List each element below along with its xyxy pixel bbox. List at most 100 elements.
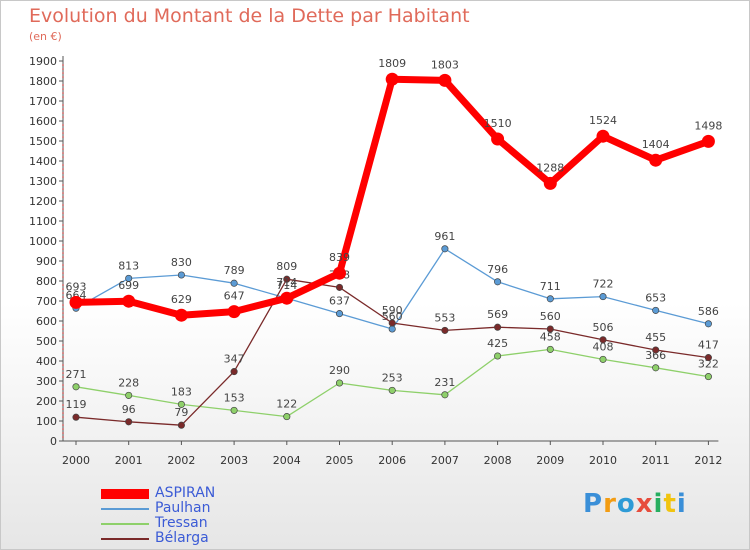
data-point-tressan xyxy=(230,406,238,414)
y-minor-tick xyxy=(62,312,64,314)
x-tick-label: 2000 xyxy=(62,454,90,467)
y-minor-tick xyxy=(62,356,64,358)
y-minor-tick xyxy=(62,192,64,194)
data-point-paulhan xyxy=(177,271,185,279)
data-point-paulhan xyxy=(125,274,133,282)
y-minor-tick xyxy=(62,128,64,130)
data-label-tressan: 425 xyxy=(487,337,508,350)
data-label-aspiran: 1404 xyxy=(642,138,670,151)
data-point-belarga xyxy=(125,418,133,426)
y-minor-tick xyxy=(62,184,64,186)
proxiti-logo: Proxiti xyxy=(583,489,687,519)
y-minor-tick xyxy=(62,352,64,354)
data-label-belarga: 119 xyxy=(66,398,87,411)
legend-label: ASPIRAN xyxy=(155,485,216,501)
x-tick-label: 2012 xyxy=(694,454,722,467)
data-label-aspiran: 693 xyxy=(66,280,87,293)
y-minor-tick xyxy=(62,68,64,70)
data-label-belarga: 553 xyxy=(434,311,455,324)
data-label-belarga: 455 xyxy=(645,331,666,344)
y-minor-tick xyxy=(62,372,64,374)
data-label-tressan: 271 xyxy=(66,368,87,381)
y-tick-label: 0 xyxy=(50,435,57,448)
legend-item-belarga: Bélarga xyxy=(101,531,215,546)
y-minor-tick xyxy=(62,392,64,394)
y-tick-label: 1500 xyxy=(29,135,57,148)
y-tick-label: 600 xyxy=(36,315,57,328)
x-tick-label: 2001 xyxy=(115,454,143,467)
data-label-paulhan: 830 xyxy=(171,256,192,269)
data-point-belarga xyxy=(494,323,502,331)
data-label-belarga: 347 xyxy=(224,353,245,366)
data-point-aspiran xyxy=(491,132,505,146)
y-minor-tick xyxy=(62,428,64,430)
data-point-belarga xyxy=(388,319,396,327)
y-minor-tick xyxy=(62,224,64,226)
data-label-aspiran: 629 xyxy=(171,293,192,306)
y-minor-tick xyxy=(62,168,64,170)
legend-item-aspiran: ASPIRAN xyxy=(101,486,215,501)
data-label-tressan: 253 xyxy=(382,371,403,384)
data-point-belarga xyxy=(652,346,660,354)
data-label-aspiran: 1498 xyxy=(694,119,722,132)
data-label-paulhan: 961 xyxy=(434,230,455,243)
y-minor-tick xyxy=(62,316,64,318)
y-tick-label: 200 xyxy=(36,395,57,408)
y-tick-label: 900 xyxy=(36,255,57,268)
x-tick-label: 2006 xyxy=(378,454,406,467)
data-label-paulhan: 789 xyxy=(224,264,245,277)
data-label-tressan: 122 xyxy=(276,398,297,411)
data-point-belarga xyxy=(599,336,607,344)
legend-label: Tressan xyxy=(155,515,208,531)
y-minor-tick xyxy=(62,416,64,418)
y-minor-tick xyxy=(62,292,64,294)
legend-item-paulhan: Paulhan xyxy=(101,501,215,516)
data-point-belarga xyxy=(441,326,449,334)
data-point-aspiran xyxy=(174,308,188,322)
y-minor-tick xyxy=(62,228,64,230)
data-point-belarga xyxy=(72,413,80,421)
data-label-tressan: 366 xyxy=(645,349,666,362)
data-point-tressan xyxy=(335,379,344,387)
y-tick-label: 1000 xyxy=(29,235,57,248)
data-point-tressan xyxy=(441,391,449,399)
data-label-belarga: 569 xyxy=(487,308,508,321)
y-minor-tick xyxy=(62,408,64,410)
data-label-paulhan: 637 xyxy=(329,295,350,308)
data-point-tressan xyxy=(494,352,502,360)
y-tick-label: 1700 xyxy=(29,95,57,108)
y-minor-tick xyxy=(62,152,64,154)
data-point-tressan xyxy=(72,383,80,391)
y-minor-tick xyxy=(62,308,64,310)
y-minor-tick xyxy=(62,156,64,158)
y-minor-tick xyxy=(62,96,64,98)
data-point-aspiran xyxy=(333,266,346,280)
y-minor-tick xyxy=(62,116,64,118)
data-label-paulhan: 796 xyxy=(487,263,508,276)
y-minor-tick xyxy=(62,404,64,406)
data-point-belarga xyxy=(230,368,238,376)
data-label-belarga: 506 xyxy=(593,321,614,334)
x-tick-label: 2005 xyxy=(326,454,354,467)
data-label-belarga: 590 xyxy=(382,304,403,317)
y-minor-tick xyxy=(62,216,64,218)
data-point-tressan xyxy=(283,413,291,421)
data-label-tressan: 231 xyxy=(434,376,455,389)
y-minor-tick xyxy=(62,92,64,94)
legend-swatch xyxy=(101,488,149,499)
data-label-tressan: 183 xyxy=(171,385,192,398)
y-minor-tick xyxy=(62,364,64,366)
y-tick-label: 1600 xyxy=(29,115,57,128)
x-tick-label: 2007 xyxy=(431,454,459,467)
legend-label: Paulhan xyxy=(155,500,211,516)
data-point-tressan xyxy=(546,345,554,353)
data-point-belarga xyxy=(335,283,344,291)
data-point-belarga xyxy=(177,421,185,429)
chart-title: Evolution du Montant de la Dette par Hab… xyxy=(29,5,470,27)
y-minor-tick xyxy=(62,332,64,334)
y-minor-tick xyxy=(62,328,64,330)
y-minor-tick xyxy=(62,336,64,338)
data-point-tressan xyxy=(125,391,133,399)
data-point-paulhan xyxy=(599,293,607,301)
y-minor-tick xyxy=(62,432,64,434)
